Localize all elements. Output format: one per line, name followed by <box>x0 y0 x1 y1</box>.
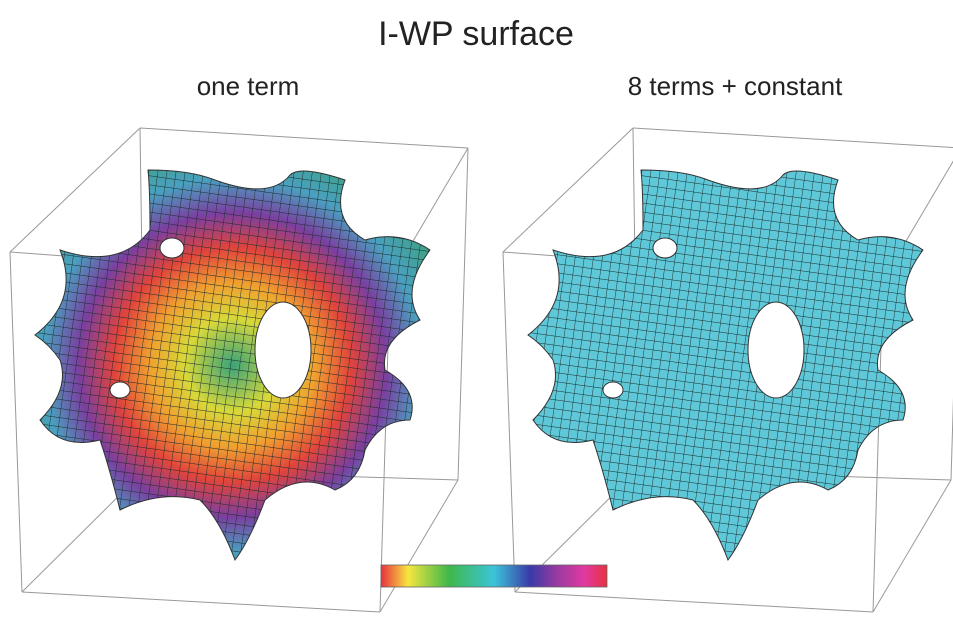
color-bar <box>381 565 607 587</box>
surface-eight-terms <box>528 170 923 560</box>
panel-label: 8 terms + constant <box>628 71 843 101</box>
panel-label: one term <box>197 71 300 101</box>
figure: I-WP surface one term 8 terms + constant <box>0 0 953 619</box>
figure-title: I-WP surface <box>378 15 574 53</box>
surface-one-term <box>35 170 430 560</box>
